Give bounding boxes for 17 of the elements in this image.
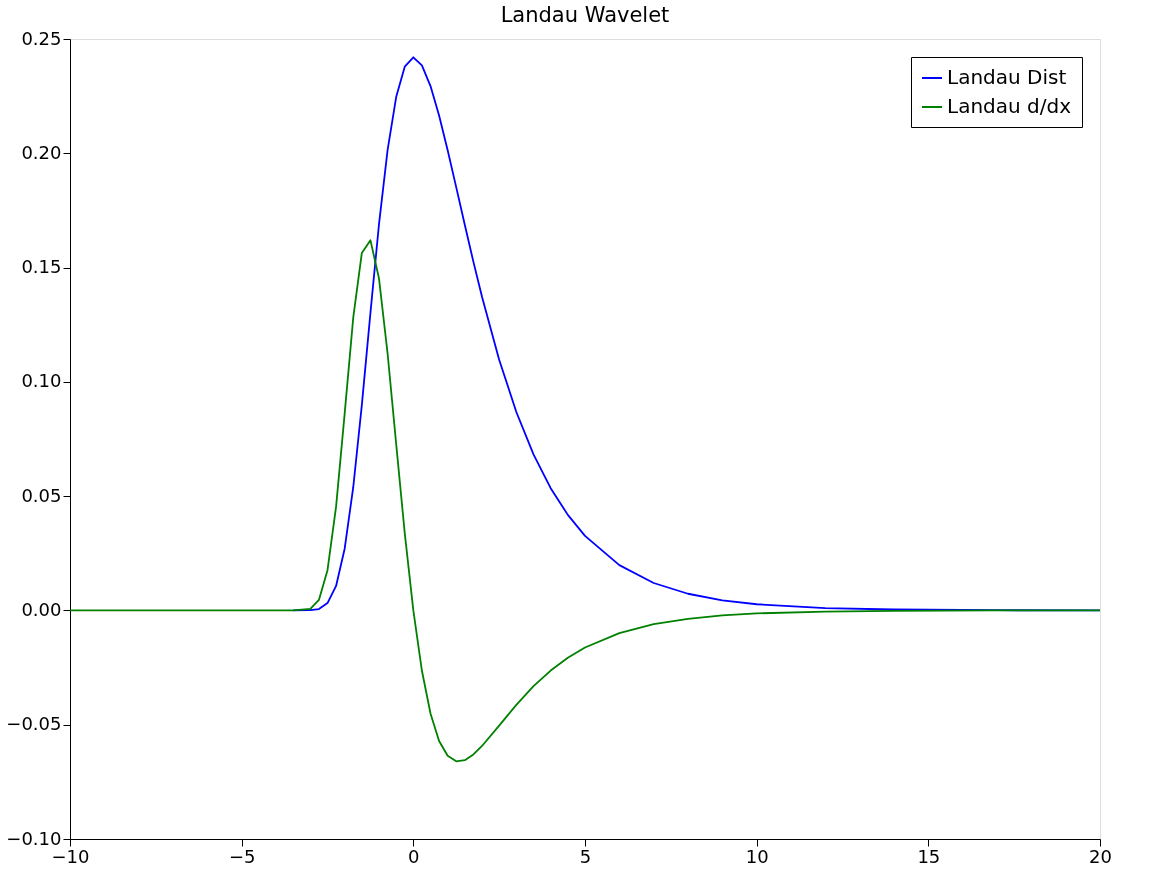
- y-tick-label: 0.20: [21, 141, 62, 163]
- x-tick-label: 10: [745, 845, 769, 867]
- x-tick-label: −5: [228, 845, 256, 867]
- chart-title: Landau Wavelet: [500, 3, 670, 27]
- line-series: [70, 239, 1100, 763]
- x-tick-label: 20: [1089, 845, 1112, 867]
- y-tick-label: −0.05: [6, 713, 62, 735]
- y-tick-label: 0.15: [21, 256, 62, 278]
- x-tick-label: 0: [408, 845, 420, 867]
- legend-label: Landau d/dx: [947, 94, 1072, 118]
- y-tick-label: 0.00: [21, 598, 62, 620]
- y-tick-label: 0.05: [21, 484, 62, 506]
- x-tick-label: 15: [917, 845, 941, 867]
- y-tick-label: 0.25: [21, 27, 62, 49]
- legend-label: Landau Dist: [947, 65, 1067, 89]
- y-tick-label: 0.10: [21, 370, 62, 392]
- x-tick-label: 5: [579, 845, 592, 867]
